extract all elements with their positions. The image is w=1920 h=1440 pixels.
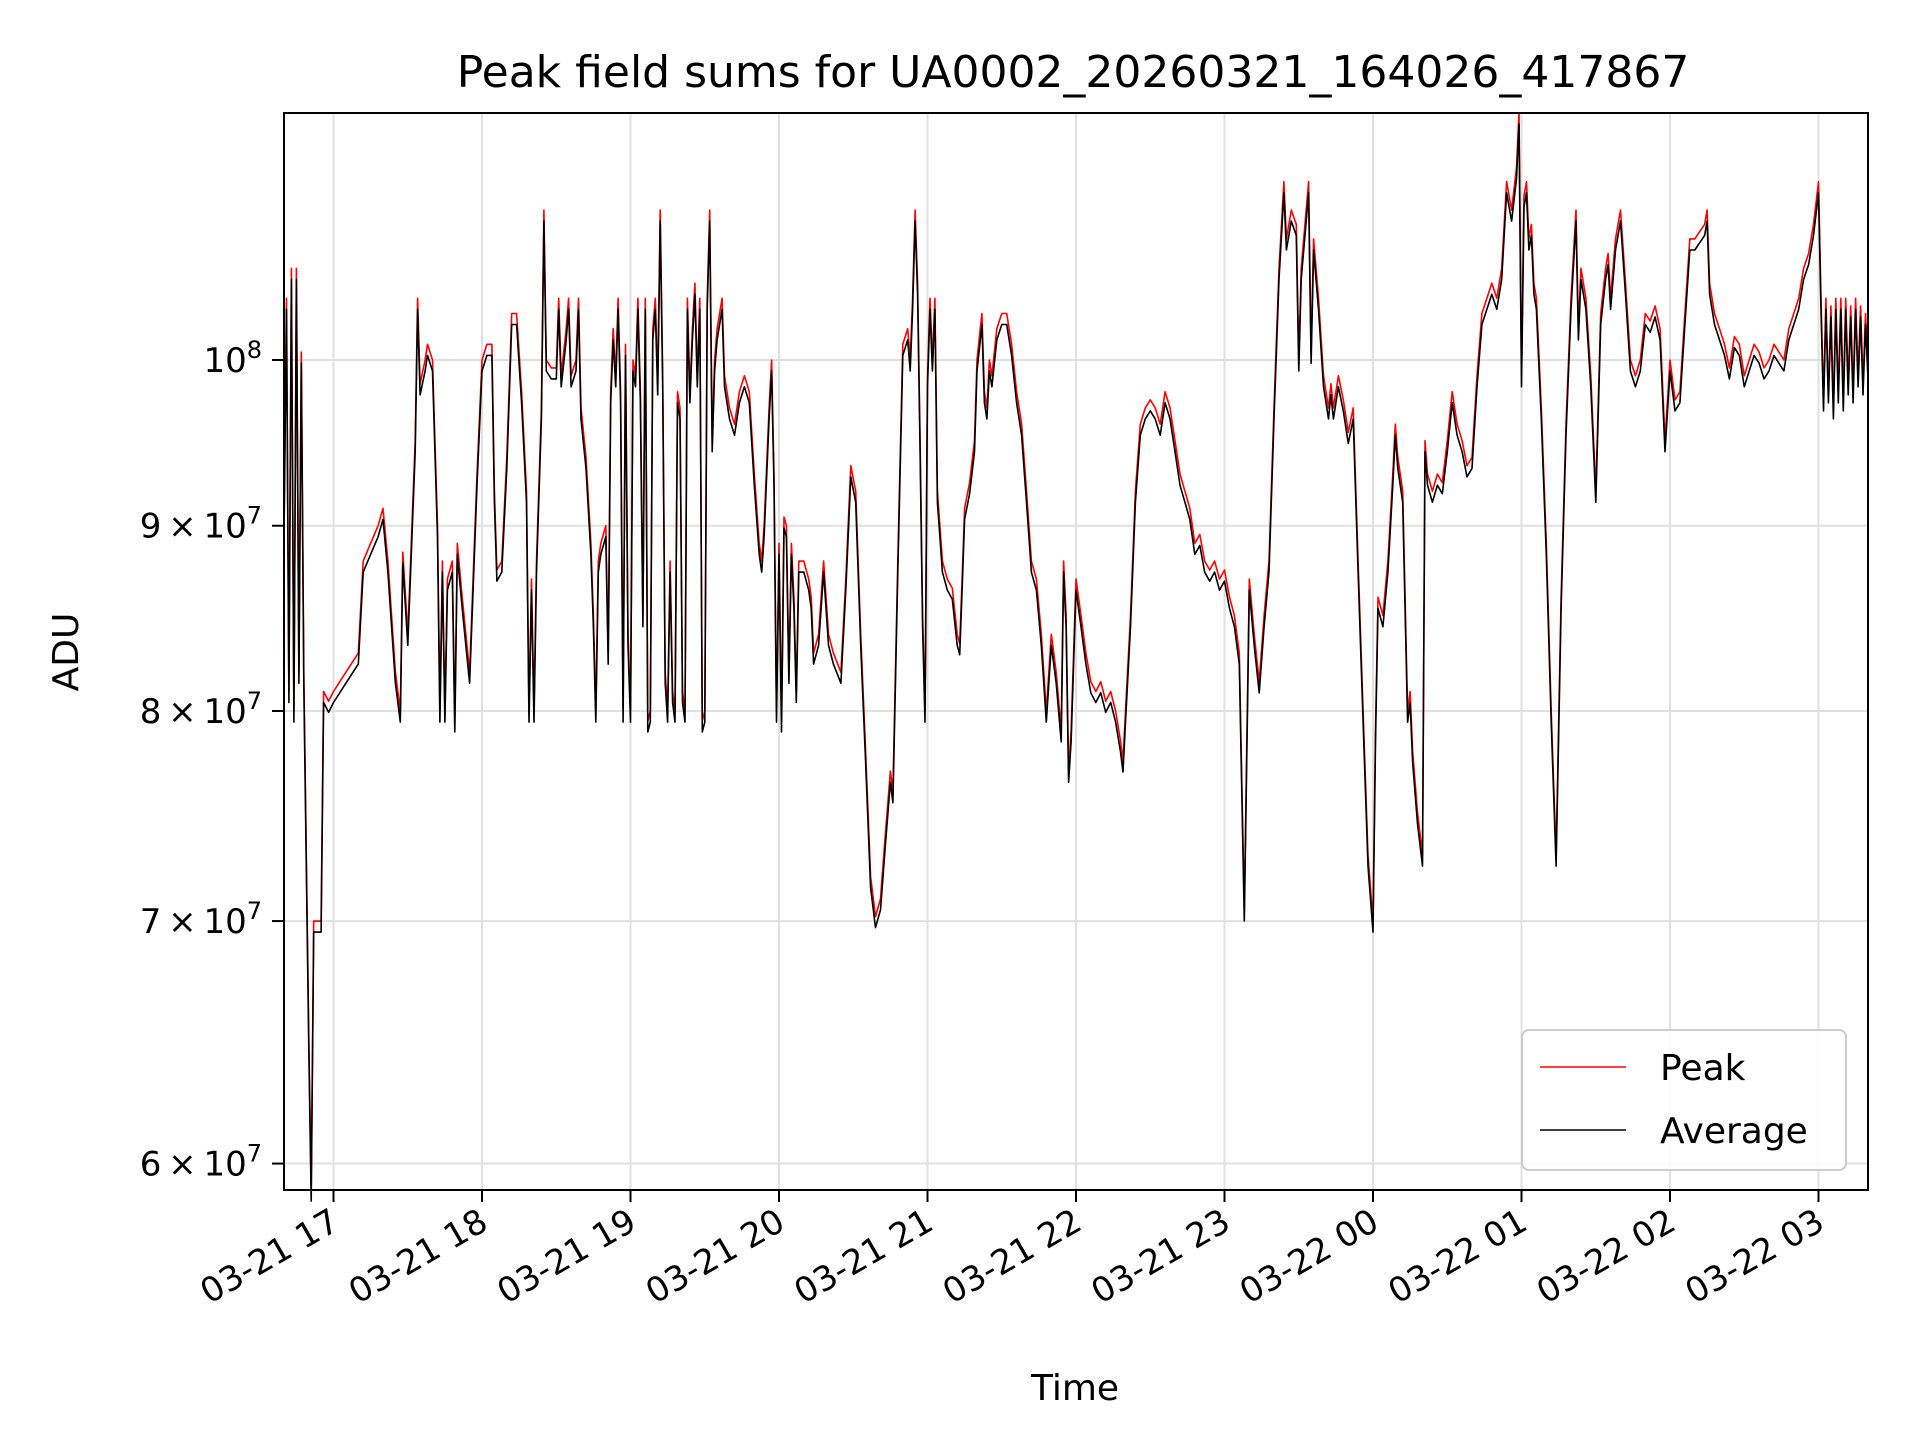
chart-title: Peak field sums for UA0002_20260321_1640… <box>457 47 1690 98</box>
series-layer <box>283 112 1869 1202</box>
legend-label-average: Average <box>1660 1111 1808 1152</box>
legend: Peak Average <box>1521 1029 1847 1171</box>
series-average-line <box>283 123 1869 1202</box>
x-axis-label: Time <box>1030 1368 1119 1409</box>
plot-area <box>283 112 1869 1202</box>
y-tick-label: 8 × 107 <box>140 687 262 732</box>
y-tick-label: 6 × 107 <box>140 1140 262 1185</box>
y-axis-label: ADU <box>46 613 87 692</box>
legend-box <box>1521 1029 1847 1171</box>
y-tick-label: 7 × 107 <box>140 897 262 942</box>
y-tick-label: 9 × 107 <box>140 502 262 547</box>
legend-label-peak: Peak <box>1660 1048 1746 1089</box>
